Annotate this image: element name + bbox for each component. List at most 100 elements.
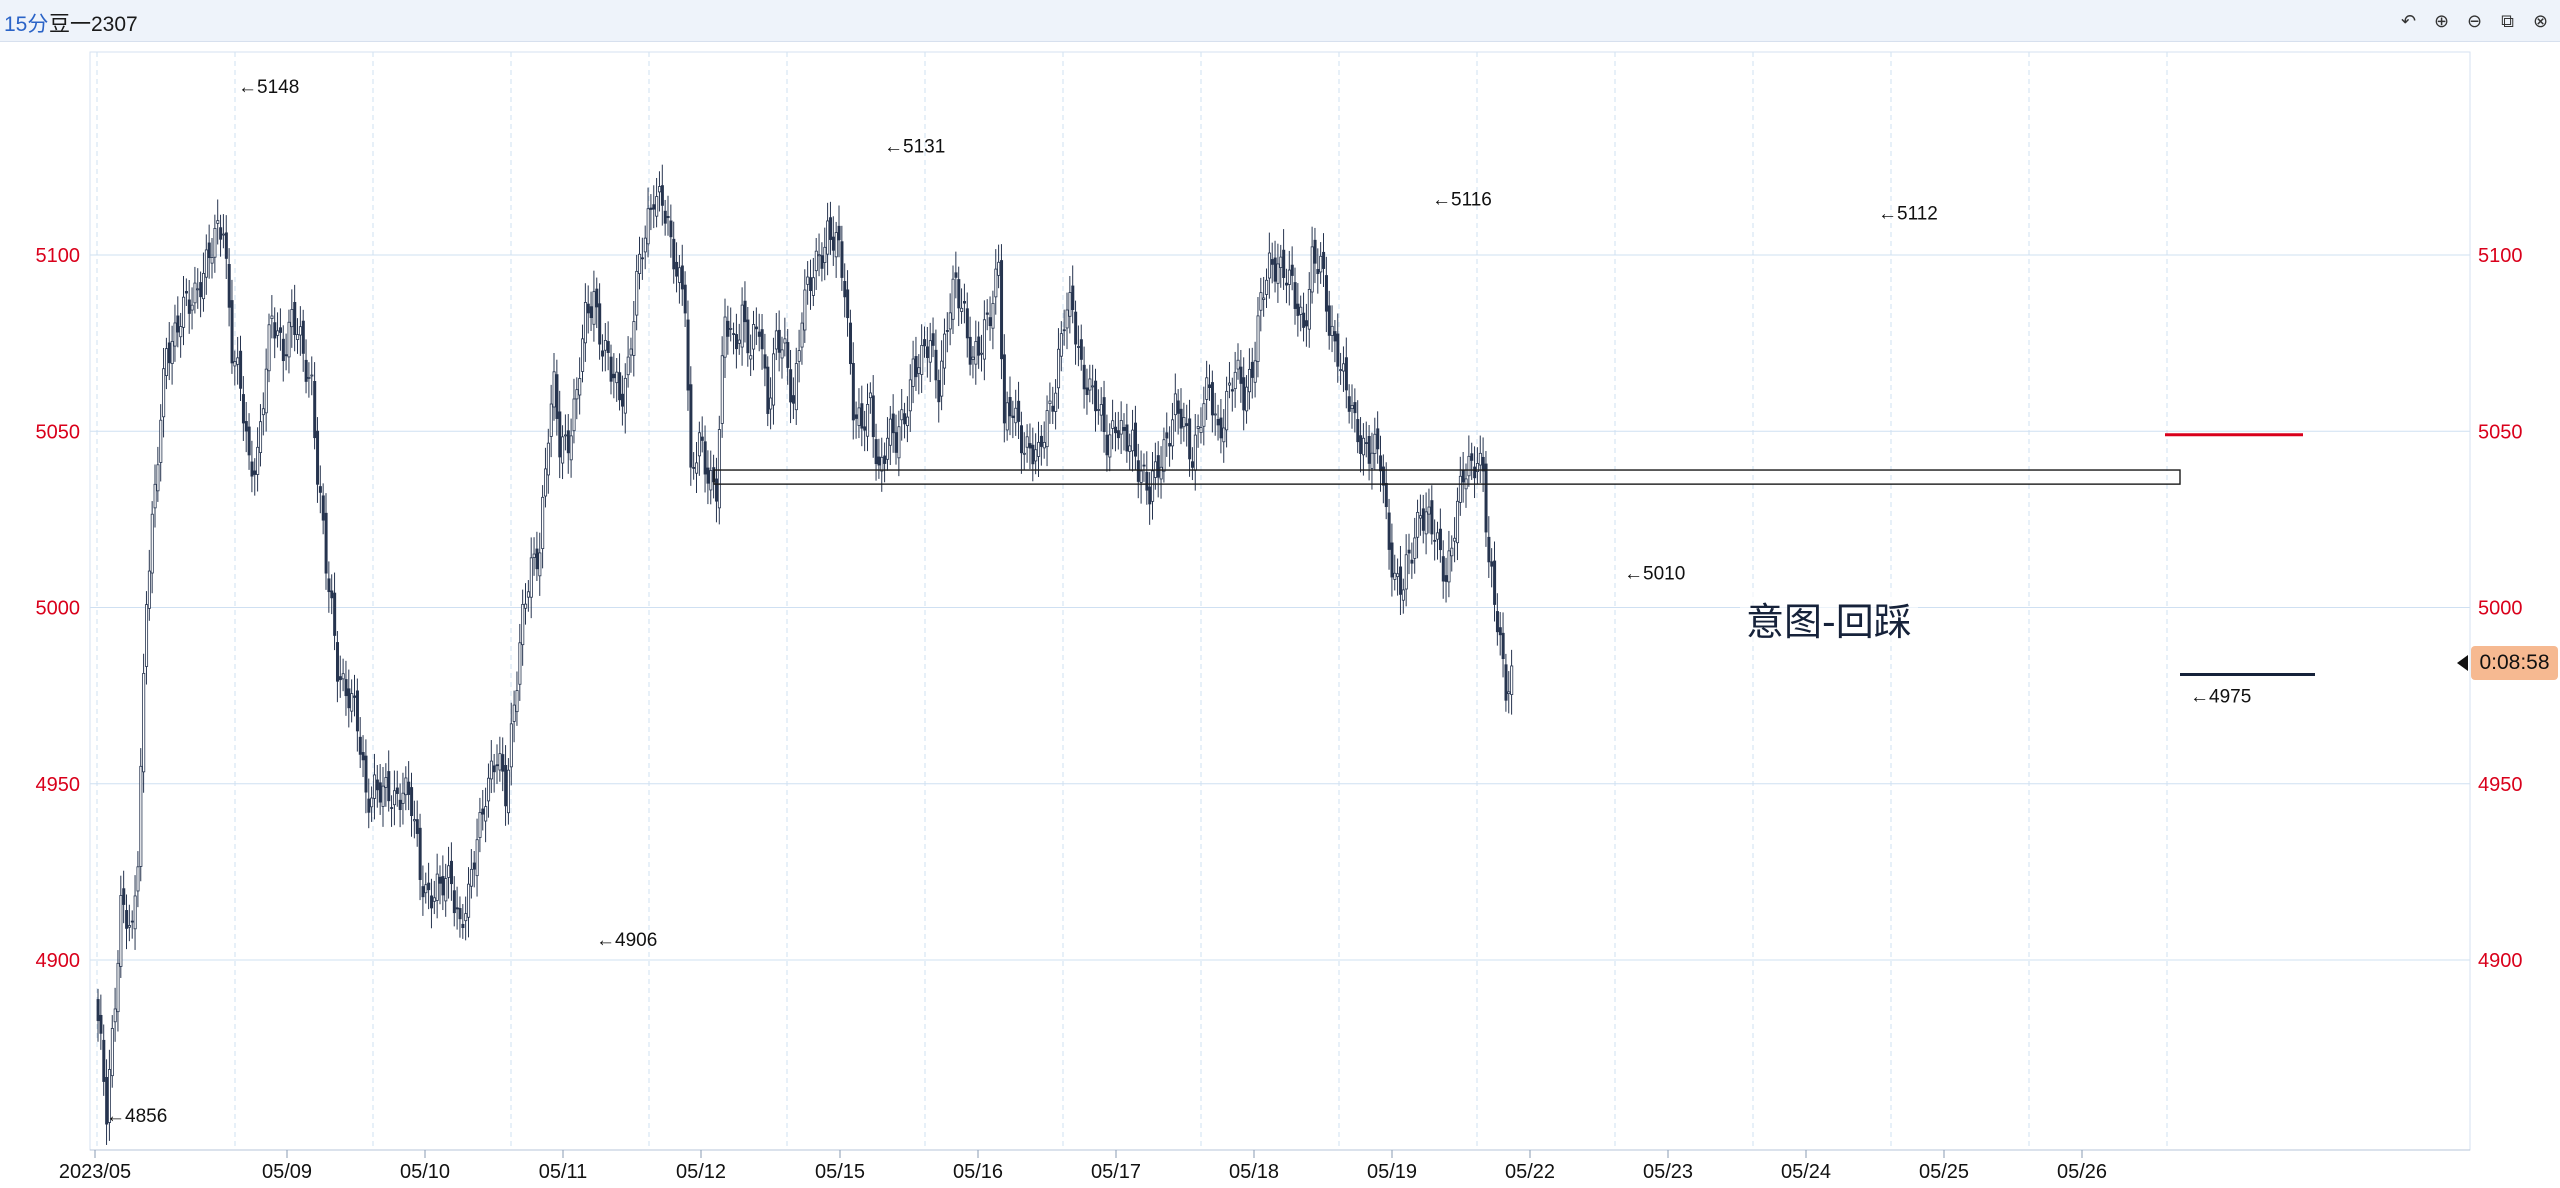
candle (398, 783, 402, 828)
zoom-in-icon[interactable]: ⊕ (2433, 10, 2450, 31)
candle (444, 863, 448, 917)
candle-body (729, 328, 733, 330)
candle-body (321, 495, 325, 521)
candlestick-chart[interactable]: 4900 4950 5000 5050 5100 4900 4950 5000 5050 510… (0, 42, 2560, 1188)
candle-body (1079, 339, 1083, 360)
candle (965, 292, 969, 358)
candle (860, 385, 864, 447)
candle-body (1498, 627, 1502, 636)
candle (276, 312, 280, 348)
candle (1057, 328, 1061, 409)
extreme-label: ←5010 (1624, 563, 1685, 584)
candle-body (552, 371, 556, 408)
candle (1062, 309, 1066, 346)
candle (985, 299, 989, 331)
support-zone (713, 469, 2181, 485)
candle (549, 384, 553, 458)
candle-body (709, 470, 713, 491)
candle-body (524, 603, 528, 609)
candle-body (564, 434, 568, 437)
candle (1125, 403, 1129, 463)
x-tick-label: 05/17 (1091, 1161, 1141, 1183)
candle (1356, 400, 1360, 454)
candle-body (506, 769, 510, 814)
candle-body (1421, 508, 1425, 531)
close-icon[interactable]: ⊗ (2532, 10, 2549, 31)
candle-body (216, 220, 220, 224)
candle-body (1134, 422, 1138, 457)
candle (1122, 413, 1126, 451)
candle-body (1074, 311, 1078, 345)
candle (794, 347, 798, 425)
candle (977, 321, 981, 369)
candle-body (1054, 392, 1058, 412)
candle (1478, 435, 1482, 484)
candle-body (1085, 387, 1089, 396)
candle (404, 766, 408, 811)
candle-body (267, 324, 271, 372)
candle (686, 300, 690, 411)
candle-body (404, 777, 408, 796)
candle-body (1145, 471, 1149, 491)
candle (384, 763, 388, 807)
candle (963, 283, 967, 324)
candle-body (658, 186, 662, 193)
candle (193, 266, 197, 314)
candle-body (945, 330, 949, 332)
candle (1156, 441, 1160, 498)
candle (1276, 243, 1280, 303)
candle-body (233, 361, 237, 367)
candle (364, 739, 368, 814)
candle-body (629, 348, 633, 356)
candle-body (182, 296, 186, 328)
candle-body (823, 246, 827, 263)
candle (293, 284, 297, 352)
candle-body (1290, 264, 1294, 276)
candle-body (925, 346, 929, 359)
candle (1259, 277, 1263, 332)
candle (512, 690, 516, 743)
candle (506, 758, 510, 825)
zoom-out-icon[interactable]: ⊖ (2466, 10, 2483, 31)
x-tick-label: 05/18 (1229, 1161, 1279, 1183)
candle-body (447, 865, 451, 878)
symbol-label[interactable]: 豆一2307 (49, 13, 138, 36)
candle-body (697, 432, 701, 457)
candle (1005, 391, 1009, 441)
candle-body (1427, 506, 1431, 515)
candle-body (1005, 402, 1009, 431)
candle (421, 865, 425, 916)
candle (99, 994, 103, 1050)
candle (110, 1015, 114, 1088)
candle (1020, 411, 1024, 474)
candle (270, 295, 274, 339)
candle (769, 377, 773, 430)
candle-body (381, 785, 385, 807)
layout-icon[interactable]: ⧉ (2501, 10, 2514, 31)
candle (1342, 346, 1346, 392)
candle-body (1322, 251, 1326, 269)
candle (264, 348, 268, 432)
candle (204, 234, 208, 295)
candle (1114, 412, 1118, 452)
candle (849, 309, 853, 375)
candle (1490, 548, 1494, 588)
candle-body (1062, 329, 1066, 332)
candle (492, 753, 496, 793)
candle-body (407, 781, 411, 795)
undo-icon[interactable]: ↶ (2400, 10, 2417, 31)
candle (837, 205, 841, 258)
candle-body (1262, 297, 1266, 300)
candle (538, 532, 542, 596)
candle (236, 336, 240, 385)
candle (906, 396, 910, 443)
period-label[interactable]: 15分 (4, 13, 49, 36)
candle-body (1265, 279, 1269, 295)
candle-body (1182, 417, 1186, 428)
x-tick-label: 05/25 (1919, 1161, 1969, 1183)
candle-body (803, 289, 807, 331)
x-tick-label: 05/16 (953, 1161, 1003, 1183)
candle-body (1199, 427, 1203, 433)
candle-body (1114, 426, 1118, 434)
candle (991, 290, 995, 350)
